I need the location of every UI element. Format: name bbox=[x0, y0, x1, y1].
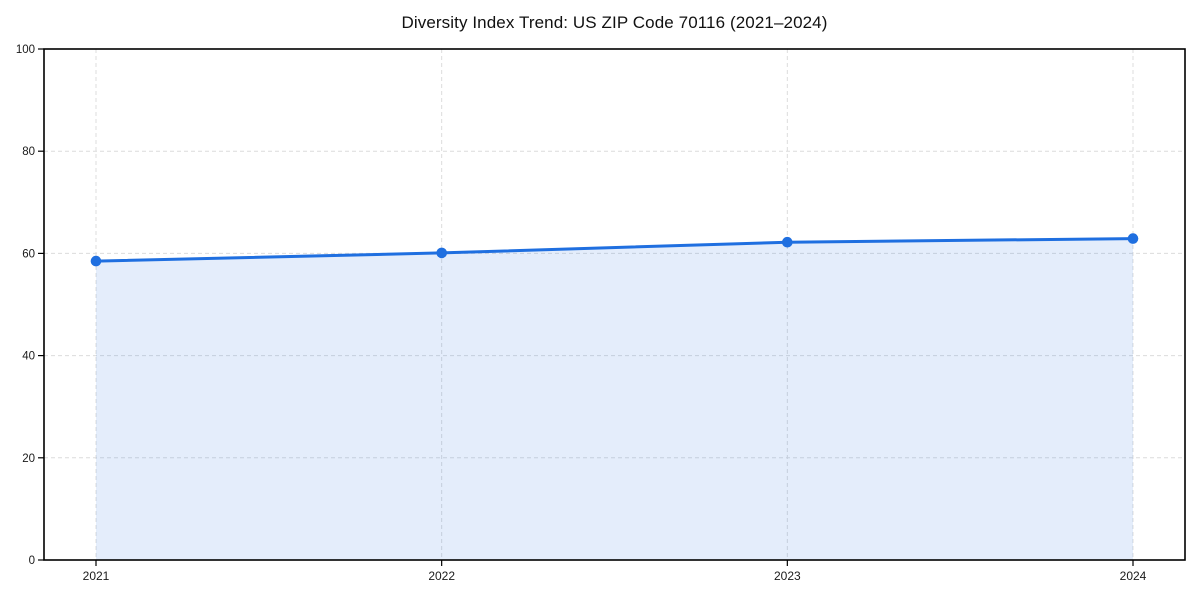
area-fill bbox=[96, 238, 1133, 560]
data-point-marker bbox=[1127, 233, 1139, 244]
x-axis-tick-label: 2022 bbox=[428, 569, 455, 583]
x-axis-tick-label: 2021 bbox=[83, 569, 110, 583]
data-point-marker bbox=[90, 255, 102, 267]
trend-line bbox=[94, 237, 1135, 263]
y-axis-tick-label: 100 bbox=[16, 44, 35, 56]
x-axis-tick-label: 2023 bbox=[774, 569, 801, 583]
plot-border bbox=[43, 48, 1186, 561]
data-point-marker bbox=[436, 247, 448, 259]
y-axis-tick-label: 40 bbox=[22, 351, 35, 363]
chart-title: Diversity Index Trend: US ZIP Code 70116… bbox=[401, 13, 828, 32]
y-axis-tick-label: 20 bbox=[22, 453, 35, 465]
data-point-marker bbox=[782, 236, 793, 248]
y-axis-tick-label: 0 bbox=[29, 555, 35, 567]
y-axis-tick-label: 80 bbox=[22, 146, 35, 158]
y-axis-tick-label: 60 bbox=[22, 248, 35, 260]
x-axis-tick-label: 2024 bbox=[1120, 569, 1147, 583]
